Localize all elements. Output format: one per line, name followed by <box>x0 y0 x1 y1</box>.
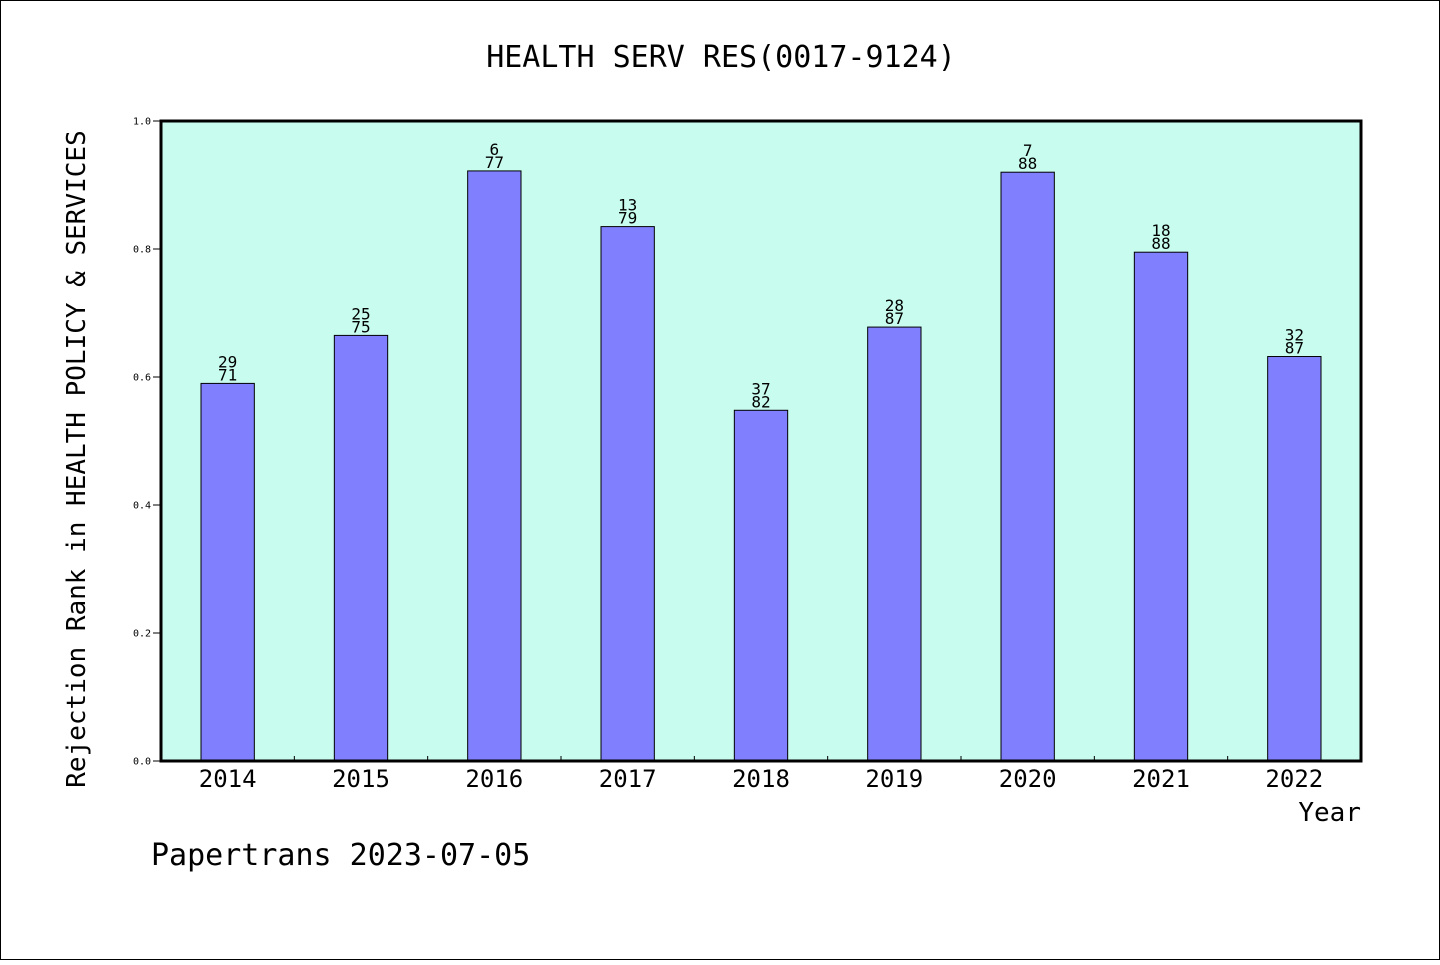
y-axis-title: Rejection Rank in HEALTH POLICY & SERVIC… <box>62 130 92 787</box>
bar-label-rank-2017: 13 <box>618 196 637 215</box>
bar-2022 <box>1267 356 1322 762</box>
y-tick-label: 0.4 <box>133 501 151 512</box>
x-tick-label-2016: 2016 <box>465 765 523 793</box>
x-tick-label-2015: 2015 <box>332 765 390 793</box>
x-axis: 2014 2015 2016 2017 2018 2019 2020 2021 2022 <box>199 756 1323 793</box>
bars-group <box>200 170 1322 762</box>
bar-2021 <box>1133 251 1189 762</box>
bar-label-rank-2015: 25 <box>351 304 370 323</box>
bar-label-rank-2022: 32 <box>1285 326 1304 345</box>
plot-border <box>159 119 1363 763</box>
chart-title: HEALTH SERV RES(0017-9124) <box>486 40 956 75</box>
bar-2016 <box>467 170 522 762</box>
bar-label-total-2021: 88 <box>1151 234 1170 253</box>
bar-label-rank-2014: 29 <box>218 352 237 371</box>
y-axis: 0.0 0.2 0.4 0.6 0.8 1.0 <box>133 117 161 768</box>
x-tick-label-2018: 2018 <box>732 765 790 793</box>
bar-label-rank-2021: 18 <box>1151 221 1170 240</box>
bar-2017 <box>600 226 655 762</box>
bar-label-total-2020: 88 <box>1018 154 1037 173</box>
x-axis-title: Year <box>1298 798 1361 828</box>
footer-credit: Papertrans 2023-07-05 <box>151 838 530 873</box>
bar-label-total-2017: 79 <box>618 209 637 228</box>
bar-label-rank-2020: 7 <box>1023 141 1033 160</box>
bar-label-rank-2019: 28 <box>885 296 904 315</box>
bar-label-rank-2018: 37 <box>751 379 770 398</box>
y-tick-label: 1.0 <box>133 117 151 128</box>
x-tick-label-2017: 2017 <box>599 765 657 793</box>
bar-2014 <box>200 382 255 762</box>
y-tick-label: 0.2 <box>133 629 151 640</box>
bar-label-total-2015: 75 <box>351 317 370 336</box>
bar-2018 <box>733 409 789 762</box>
x-tick-label-2022: 2022 <box>1265 765 1323 793</box>
bar-label-total-2019: 87 <box>885 309 904 328</box>
bar-label-total-2022: 87 <box>1285 339 1304 358</box>
y-tick-label: 0.0 <box>133 757 151 768</box>
bar-label-rank-2016: 6 <box>490 140 500 159</box>
bar-label-total-2016: 77 <box>485 153 504 172</box>
x-tick-label-2019: 2019 <box>865 765 923 793</box>
bar-label-total-2018: 82 <box>751 392 770 411</box>
bar-label-total-2014: 71 <box>218 365 237 384</box>
bar-2020 <box>1000 171 1055 762</box>
x-tick-label-2020: 2020 <box>999 765 1057 793</box>
bar-2015 <box>333 334 389 762</box>
y-tick-label: 0.6 <box>133 373 151 384</box>
x-tick-label-2014: 2014 <box>199 765 257 793</box>
bar-2019 <box>867 326 922 762</box>
y-tick-label: 0.8 <box>133 245 151 256</box>
x-tick-label-2021: 2021 <box>1132 765 1190 793</box>
